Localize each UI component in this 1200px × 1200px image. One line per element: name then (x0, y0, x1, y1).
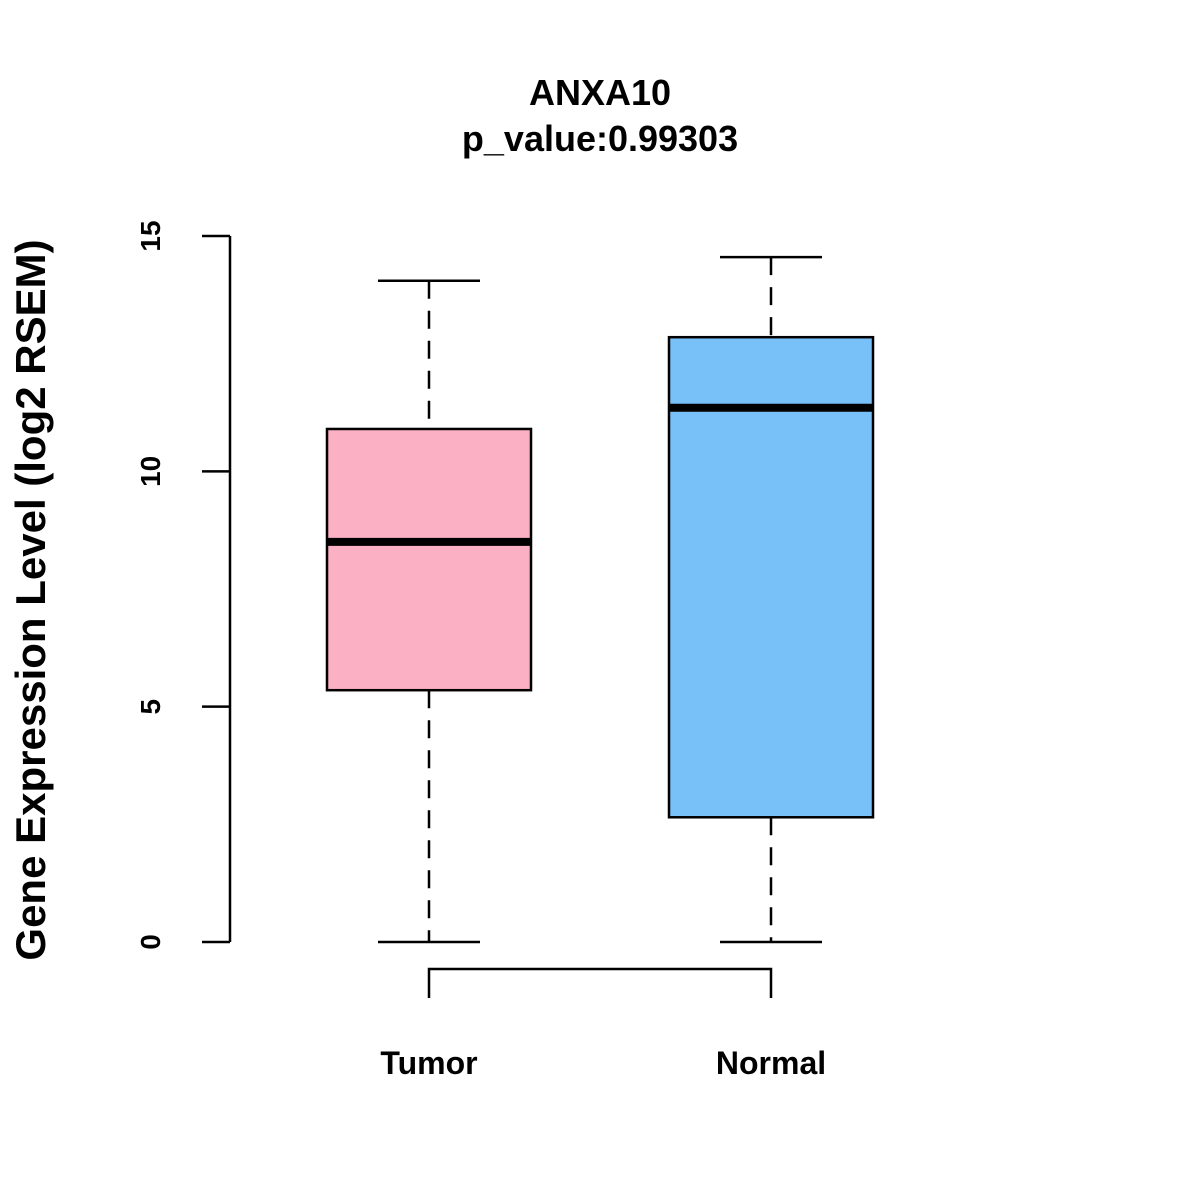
y-axis-label: Gene Expression Level (log2 RSEM) (7, 239, 54, 960)
chart-title: ANXA10 (529, 72, 671, 113)
category-labels: Tumor Normal (380, 1045, 826, 1081)
bracket-line (427, 967, 773, 998)
comparison-bracket (427, 967, 773, 998)
category-label-normal: Normal (716, 1045, 826, 1081)
box-tumor (325, 279, 533, 944)
y-axis-ticks: 0 5 10 15 (135, 220, 230, 950)
boxes (325, 255, 875, 944)
iqr-box-normal (667, 335, 875, 819)
category-label-tumor: Tumor (380, 1045, 477, 1081)
iqr-box-tumor (325, 427, 533, 692)
y-tick-label: 10 (135, 456, 166, 487)
box-normal (667, 255, 875, 944)
y-tick-label: 0 (135, 934, 166, 950)
y-tick-label: 15 (135, 220, 166, 251)
chart-subtitle: p_value:0.99303 (462, 118, 738, 159)
y-tick-label: 5 (135, 699, 166, 715)
